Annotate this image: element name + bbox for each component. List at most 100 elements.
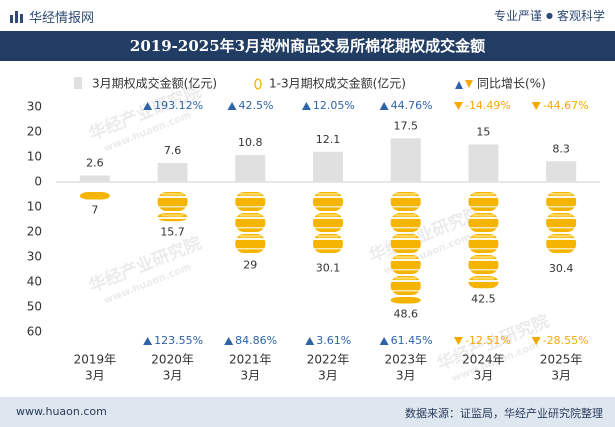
- coin-icon: [390, 255, 421, 274]
- dot-separator-icon: ●: [546, 11, 553, 20]
- tagline-left: 专业严谨: [493, 9, 542, 23]
- tagline: 专业严谨 ● 客观科学: [494, 7, 605, 24]
- coin-highlight: [550, 193, 573, 196]
- coin-highlight: [394, 235, 417, 238]
- growth-label-monthly: -14.49%: [453, 99, 511, 112]
- coin-highlight: [394, 214, 417, 217]
- coin-icon: [235, 213, 266, 232]
- x-tick-label-month: 3月: [318, 369, 338, 383]
- coin-icon: [313, 213, 343, 232]
- down-triangle-icon: [531, 102, 541, 110]
- growth-label-cumulative: 123.55%: [143, 334, 203, 347]
- coin-highlight: [239, 214, 262, 217]
- legend: 3月期权成交金额(亿元) 1-3月期权成交金额(亿元) 同比增长(%): [74, 76, 546, 91]
- coin-band: [157, 196, 188, 198]
- y-tick-label: 50: [27, 300, 42, 314]
- coin-band: [468, 206, 499, 208]
- coin-icon: [313, 192, 343, 211]
- x-tick-label-year: 2021年: [229, 353, 272, 367]
- coin-stack-bar: [157, 192, 188, 222]
- growth-label-monthly: 44.76%: [379, 99, 433, 112]
- coin-stack-bar: [546, 192, 577, 253]
- brand: 华经情报网: [10, 7, 94, 26]
- growth-label-monthly: 42.5%: [227, 99, 273, 112]
- coin-band: [546, 227, 577, 229]
- x-tick-label-month: 3月: [396, 369, 416, 383]
- coin-band: [546, 196, 577, 198]
- bar-monthly: [79, 175, 110, 182]
- coin-band: [157, 217, 188, 219]
- coin-highlight: [550, 235, 573, 238]
- bar-value-label-monthly: 12.1: [316, 133, 341, 146]
- down-triangle-icon: [453, 102, 463, 110]
- coin-band: [468, 227, 499, 229]
- growth-value: -44.67%: [543, 99, 589, 112]
- x-tick-label-month: 3月: [85, 369, 105, 383]
- y-tick-label: 30: [27, 100, 42, 114]
- coin-band: [313, 248, 343, 250]
- legend-up-triangle-icon: [455, 81, 463, 89]
- coin-band: [390, 217, 421, 219]
- up-triangle-icon: [227, 102, 237, 110]
- y-tick-label: 40: [27, 275, 42, 289]
- footer-site: www.huaon.com: [16, 405, 107, 418]
- coin-band: [313, 206, 343, 208]
- coin-band: [390, 280, 421, 282]
- coin-band: [313, 227, 343, 229]
- bar-value-label-monthly: 15: [476, 126, 490, 139]
- y-tick-label: 10: [27, 150, 42, 164]
- growth-value: 61.45%: [391, 334, 433, 347]
- up-triangle-icon: [224, 337, 234, 345]
- bar-value-label-cumulative: 29: [243, 259, 257, 272]
- coin-band: [235, 206, 266, 208]
- x-tick-label-month: 3月: [240, 369, 260, 383]
- coin-band: [468, 280, 499, 282]
- tagline-right: 客观科学: [556, 9, 605, 23]
- coin-highlight: [472, 214, 495, 217]
- y-tick-label: 20: [27, 225, 42, 239]
- bar-value-label-cumulative: 30.4: [549, 262, 574, 275]
- bar-monthly: [390, 138, 421, 182]
- bar-monthly: [468, 144, 499, 182]
- coin-stack-bar: [79, 192, 110, 200]
- bar-value-label-cumulative: 30.1: [316, 261, 341, 274]
- up-triangle-icon: [379, 337, 389, 345]
- coin-band: [468, 248, 499, 250]
- growth-value: 44.76%: [391, 99, 433, 112]
- bar-value-label-monthly: 17.5: [393, 119, 418, 132]
- bar-monthly: [313, 151, 343, 182]
- y-tick-label: 10: [27, 200, 42, 214]
- bar-monthly: [235, 155, 266, 182]
- growth-label-cumulative: 61.45%: [379, 334, 433, 347]
- coin-highlight: [472, 277, 495, 280]
- coin-icon: [79, 192, 110, 200]
- coin-highlight: [239, 235, 262, 238]
- coin-band: [235, 227, 266, 229]
- coin-highlight: [394, 193, 417, 196]
- bar-monthly: [546, 161, 577, 182]
- coin-icon: [468, 213, 499, 232]
- bar-value-label-monthly: 2.6: [86, 157, 104, 170]
- coin-band: [468, 238, 499, 240]
- x-tick-label-year: 2023年: [384, 353, 427, 367]
- coin-icon: [546, 213, 577, 232]
- up-triangle-icon: [301, 102, 311, 110]
- coin-icon: [157, 213, 188, 222]
- coin-band: [313, 217, 343, 219]
- y-tick-label: 60: [27, 325, 42, 339]
- coin-icon: [390, 192, 421, 211]
- coin-icon: [546, 234, 577, 253]
- growth-value: -14.49%: [465, 99, 511, 112]
- legend-bar-swatch: [74, 77, 82, 89]
- coin-band: [468, 269, 499, 271]
- up-triangle-icon: [379, 102, 389, 110]
- down-triangle-icon: [531, 337, 541, 345]
- coin-band: [468, 196, 499, 198]
- coin-highlight: [394, 256, 417, 259]
- coin-icon: [235, 192, 266, 211]
- growth-value: -28.55%: [543, 334, 589, 347]
- coin-body: [79, 192, 110, 200]
- legend-coin-icon: [254, 78, 262, 90]
- coin-icon: [157, 192, 188, 211]
